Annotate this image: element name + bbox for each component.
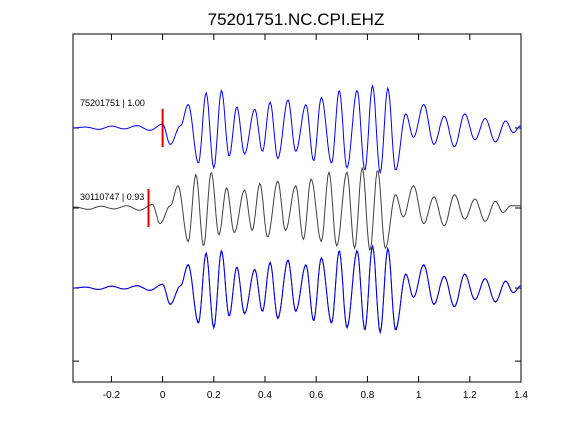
x-tick-label-4: 0.6 [309, 390, 323, 401]
trace-label-secondary: 30110747 | 0.93 [80, 192, 144, 202]
plot-frame [72, 33, 522, 383]
axis-ticks [73, 34, 522, 382]
x-tick-label-0: -0.2 [103, 390, 121, 401]
trace-overlay-secondary-line [73, 245, 522, 334]
x-tick-label-2: 0.2 [207, 390, 221, 401]
x-tick-label-7: 1.2 [463, 390, 477, 401]
trace-overlay-master-line [73, 244, 522, 335]
x-tick-label-6: 1 [416, 390, 422, 401]
x-tick-label-8: 1.4 [514, 390, 528, 401]
trace-group [72, 84, 522, 335]
chart-title: 75201751.NC.CPI.EHZ [208, 10, 385, 29]
x-tick-label-3: 0.4 [258, 390, 272, 401]
x-tick-label-5: 0.8 [360, 390, 374, 401]
trace-label-master: 75201751 | 1.00 [80, 98, 145, 108]
x-tick-label-1: 0 [160, 390, 166, 401]
trace-secondary-line [72, 166, 521, 251]
x-tick-labels: -0.2 0 0.2 0.4 0.6 0.8 1 1.2 1.4 [103, 390, 529, 401]
trace-master-line [72, 84, 522, 175]
